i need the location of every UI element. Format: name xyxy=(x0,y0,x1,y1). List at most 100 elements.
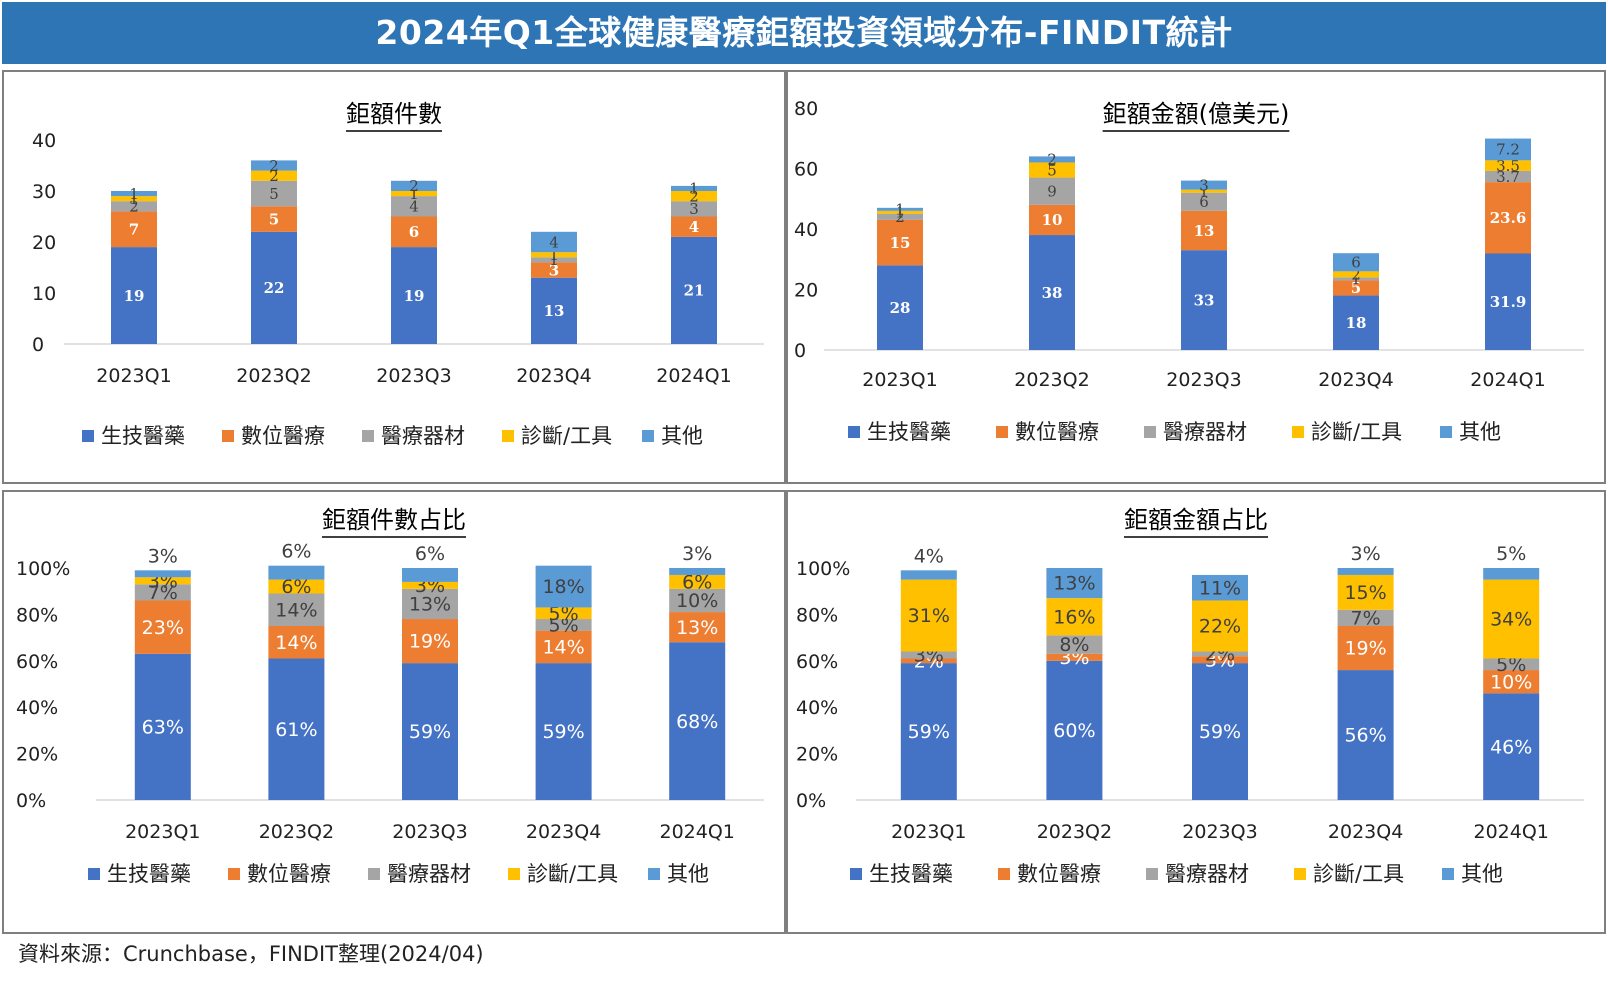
y-tick-label: 20% xyxy=(796,744,838,766)
legend-label: 診斷/工具 xyxy=(1313,862,1404,886)
data-label: 2 xyxy=(269,157,279,175)
chart-title: 鉅額金額占比 xyxy=(1124,506,1268,534)
legend-swatch xyxy=(1144,426,1156,438)
y-tick-label: 0 xyxy=(794,340,806,362)
bar-segment-series-4 xyxy=(111,191,157,197)
bar-segment-series-1 xyxy=(391,216,437,248)
data-label: 1 xyxy=(129,185,139,203)
data-label: 11% xyxy=(1199,577,1241,599)
data-label: 33 xyxy=(1194,291,1215,309)
y-tick-label: 40% xyxy=(16,697,58,719)
data-label: 1 xyxy=(895,204,905,222)
x-tick-label: 2023Q3 xyxy=(1166,369,1241,391)
y-tick-label: 0% xyxy=(796,790,826,812)
legend-label: 生技醫藥 xyxy=(107,862,191,886)
data-label: 7% xyxy=(1351,608,1381,630)
chart-title: 鉅額件數 xyxy=(346,100,442,128)
bar-segment-series-1 xyxy=(1333,280,1379,296)
data-label: 31% xyxy=(908,605,950,627)
bar-segment-series-0 xyxy=(1337,670,1394,800)
data-label: 19 xyxy=(404,287,425,305)
legend-label: 其他 xyxy=(1461,862,1503,886)
bar-segment-series-3 xyxy=(671,191,717,202)
data-label: 19 xyxy=(124,287,145,305)
data-label: 8% xyxy=(1059,634,1089,656)
data-label: 1 xyxy=(689,180,699,198)
bar-segment-series-0 xyxy=(111,247,157,344)
bar-segment-series-2 xyxy=(1181,192,1227,211)
bar-segment-series-1 xyxy=(111,211,157,248)
bar-segment-series-2 xyxy=(900,651,957,659)
y-tick-label: 20 xyxy=(794,280,818,302)
bar-segment-series-3 xyxy=(1046,598,1103,636)
bar-segment-series-3 xyxy=(877,210,923,214)
bar-segment-series-0 xyxy=(1485,253,1531,350)
y-tick-label: 60% xyxy=(796,651,838,673)
data-label: 1 xyxy=(549,251,559,269)
x-tick-label: 2024Q1 xyxy=(1470,369,1545,391)
y-tick-label: 40 xyxy=(794,219,818,241)
legend-swatch xyxy=(848,426,860,438)
data-label: 23.6 xyxy=(1490,209,1527,227)
y-tick-label: 60% xyxy=(16,651,58,673)
bar-segment-series-3 xyxy=(402,581,458,589)
legend-swatch xyxy=(642,430,654,442)
data-label: 59% xyxy=(409,721,451,743)
legend-label: 生技醫藥 xyxy=(867,420,951,444)
legend-label: 診斷/工具 xyxy=(1311,420,1402,444)
data-label: 31.9 xyxy=(1490,293,1527,311)
bar-segment-series-3 xyxy=(900,579,957,652)
legend-label: 醫療器材 xyxy=(1163,420,1247,444)
y-tick-label: 0 xyxy=(32,334,44,356)
data-label: 21 xyxy=(684,282,705,300)
bar-segment-series-3 xyxy=(1337,574,1394,610)
bar-segment-series-4 xyxy=(1483,568,1540,580)
data-label: 7% xyxy=(148,582,178,604)
bar-segment-series-0 xyxy=(669,642,726,800)
bar-segment-series-0 xyxy=(877,265,923,350)
bar-segment-series-0 xyxy=(1046,660,1103,800)
bar-segment-series-4 xyxy=(1485,138,1531,161)
legend-swatch xyxy=(1146,868,1158,880)
data-label: 4 xyxy=(549,233,559,251)
bar-segment-series-3 xyxy=(134,577,191,585)
data-label: 3.5 xyxy=(1496,157,1520,175)
bar-segment-series-2 xyxy=(1485,170,1531,183)
data-label: 3% xyxy=(1351,543,1381,565)
legend-swatch xyxy=(502,430,514,442)
x-tick-label: 2023Q1 xyxy=(125,821,200,843)
bar-segment-series-3 xyxy=(535,607,592,620)
data-label: 13% xyxy=(1053,573,1095,595)
bar-segment-series-4 xyxy=(669,568,726,575)
data-label: 3 xyxy=(549,261,559,279)
data-label: 14% xyxy=(275,632,317,654)
y-tick-label: 40% xyxy=(796,697,838,719)
x-tick-label: 2024Q1 xyxy=(1473,821,1548,843)
chart-svg: 鉅額件數占比 0% 20% 40% 60% 80% 100% 63% 23% 7% 3% 3% 2023… xyxy=(16,506,764,886)
bar-segment-series-1 xyxy=(1029,204,1075,236)
bar-segment-series-2 xyxy=(268,593,325,626)
data-label: 5% xyxy=(1496,654,1526,676)
data-label: 10% xyxy=(1490,671,1532,693)
bar-segment-series-2 xyxy=(1192,651,1248,657)
data-label: 5 xyxy=(269,185,279,203)
data-label: 46% xyxy=(1490,736,1532,758)
bar-segment-series-3 xyxy=(1483,579,1540,659)
data-label: 60% xyxy=(1053,720,1095,742)
legend-label: 生技醫藥 xyxy=(869,862,953,886)
legend-label: 其他 xyxy=(667,862,709,886)
legend-swatch xyxy=(1440,426,1452,438)
legend-label: 其他 xyxy=(661,424,703,448)
legend-label: 數位醫療 xyxy=(1017,862,1101,886)
data-label: 19% xyxy=(409,631,451,653)
data-label: 15% xyxy=(1344,582,1386,604)
x-tick-label: 2023Q2 xyxy=(1014,369,1089,391)
data-label: 6% xyxy=(281,541,311,563)
x-tick-label: 2023Q1 xyxy=(891,821,966,843)
data-label: 13 xyxy=(544,302,565,320)
bar-segment-series-0 xyxy=(391,247,437,344)
bar-segment-series-2 xyxy=(1483,658,1540,671)
bar-segment-series-0 xyxy=(1181,250,1227,350)
data-label: 7 xyxy=(129,221,139,239)
page-title-banner: 2024年Q1全球健康醫療鉅額投資領域分布-FINDIT統計 xyxy=(2,2,1606,64)
